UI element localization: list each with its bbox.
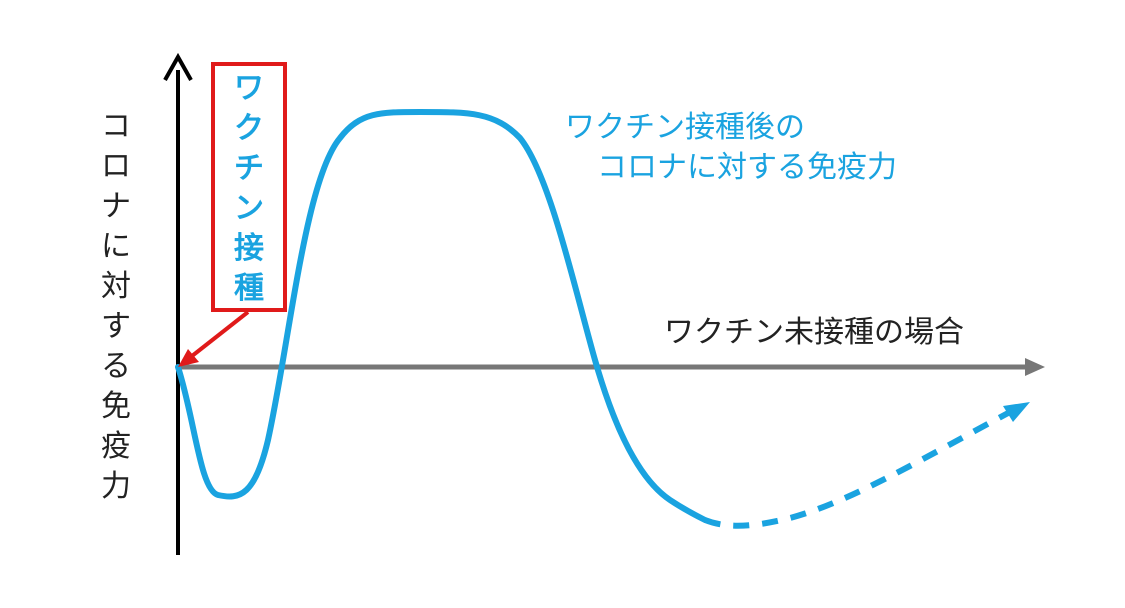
x-axis-arrowhead [1025, 358, 1045, 376]
y-axis-label-char: コ [101, 109, 131, 144]
y-axis-label-char: 力 [101, 469, 131, 504]
y-axis-label-char: 免 [101, 389, 131, 424]
y-axis-arrowhead [163, 52, 193, 81]
y-axis-label-char: ロ [101, 149, 131, 184]
y-axis-label-char: ナ [101, 189, 131, 224]
y-axis-label-char: る [101, 349, 131, 384]
curve-label-line1: ワクチン接種後の [565, 110, 805, 145]
vaccination-box-char: ワ [234, 71, 264, 106]
baseline-label: ワクチン未接種の場合 [664, 315, 964, 350]
vaccination-box-char: 接 [234, 231, 264, 266]
vaccination-pointer-line [190, 310, 250, 358]
curve-label-line2: コロナに対する免疫力 [597, 150, 897, 185]
immunity-curve-arrowhead [1003, 402, 1030, 422]
vaccination-box-char: チ [234, 151, 264, 186]
vaccination-box: ワ ク チ ン 接 種 [211, 62, 287, 312]
vaccination-box-char: ン [234, 191, 264, 226]
vaccination-box-char: ク [234, 111, 264, 146]
vaccination-pointer-arrowhead [178, 349, 199, 367]
immunity-curve-dashed [703, 409, 1012, 529]
y-axis-label-char: 疫 [101, 429, 131, 464]
immunity-curve-solid [175, 108, 708, 523]
vaccination-box-char: 種 [234, 271, 264, 306]
y-axis-label-char: す [101, 309, 131, 344]
y-axis-label-char: に [101, 229, 131, 264]
y-axis-label-char: 対 [101, 269, 131, 304]
